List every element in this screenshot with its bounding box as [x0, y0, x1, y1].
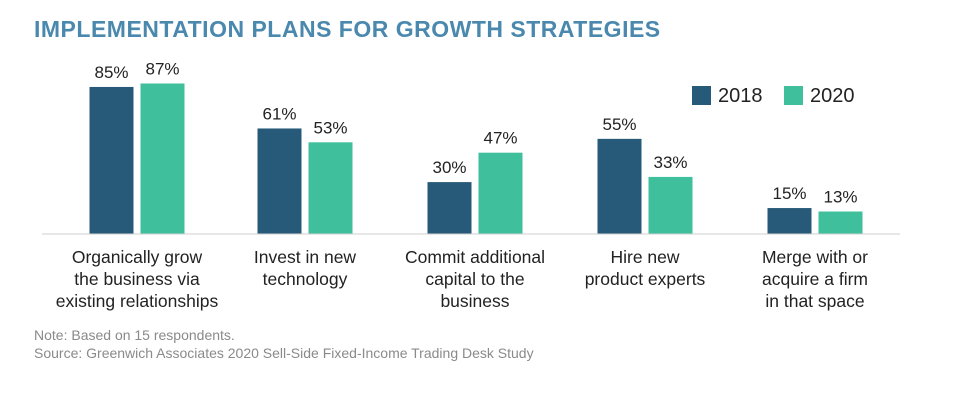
footnote: Note: Based on 15 respondents. [34, 327, 235, 343]
legend-label-2020: 2020 [810, 85, 855, 107]
bar-2020-5 [818, 211, 863, 234]
data-label-2020-2: 53% [313, 118, 347, 137]
category-label-1: existing relationships [56, 291, 219, 311]
category-label-2: technology [263, 269, 348, 289]
bar-2020-2 [308, 142, 353, 234]
chart-title: IMPLEMENTATION PLANS FOR GROWTH STRATEGI… [34, 16, 661, 42]
bar-2018-2 [257, 128, 302, 234]
category-label-5: in that space [765, 291, 864, 311]
bar-2018-1 [89, 86, 134, 234]
source-note: Source: Greenwich Associates 2020 Sell-S… [34, 345, 534, 361]
data-label-2020-5: 13% [823, 188, 857, 207]
legend-label-2018: 2018 [718, 85, 763, 107]
category-label-1: the business via [74, 269, 200, 289]
data-label-2018-5: 15% [772, 184, 806, 203]
legend-swatch-2020 [784, 86, 803, 105]
bar-2018-5 [767, 208, 812, 234]
category-label-3: capital to the [425, 269, 524, 289]
category-label-3: business [440, 291, 509, 311]
legend-swatch-2018 [692, 86, 711, 105]
data-label-2020-4: 33% [653, 153, 687, 172]
data-label-2020-3: 47% [483, 129, 517, 148]
bar-2020-1 [140, 83, 185, 235]
data-label-2018-4: 55% [602, 115, 636, 134]
category-label-4: product experts [585, 269, 706, 289]
category-label-2: Invest in new [254, 247, 356, 267]
category-label-5: Merge with or [762, 247, 868, 267]
bar-2020-4 [648, 176, 693, 234]
category-label-4: Hire new [610, 247, 679, 267]
data-label-2018-2: 61% [262, 104, 296, 123]
category-label-5: acquire a firm [762, 269, 868, 289]
data-label-2018-1: 85% [94, 63, 128, 82]
bar-2018-4 [597, 138, 642, 234]
bar-2020-3 [478, 152, 523, 234]
category-label-3: Commit additional [405, 247, 545, 267]
data-label-2020-1: 87% [145, 59, 179, 78]
data-label-2018-3: 30% [432, 158, 466, 177]
bar-2018-3 [427, 182, 472, 234]
category-label-1: Organically grow [72, 247, 203, 267]
